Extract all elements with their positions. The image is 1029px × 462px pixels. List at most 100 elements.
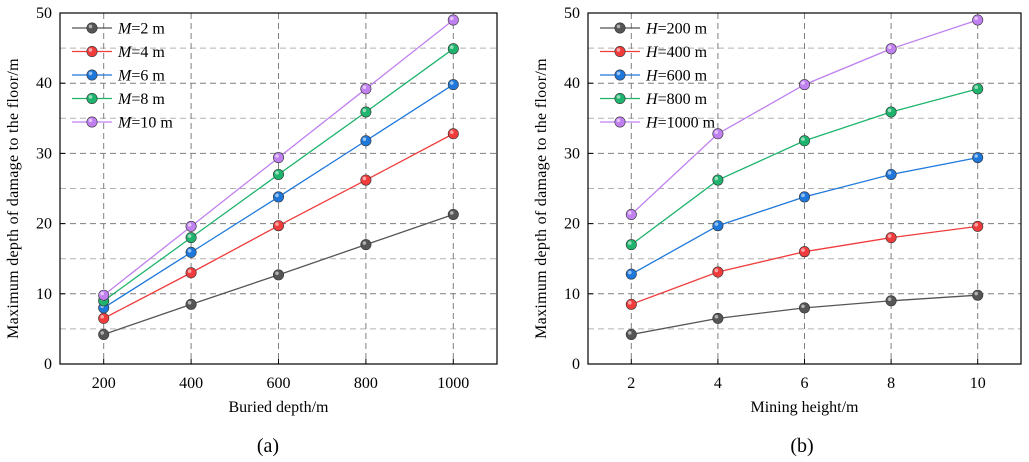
data-point [447, 128, 459, 140]
data-point [360, 83, 372, 95]
series-H200 [625, 289, 984, 341]
data-point-highlight [974, 85, 978, 90]
data-point-highlight [275, 193, 279, 198]
data-point [972, 83, 984, 95]
data-point [272, 191, 284, 203]
data-point [625, 268, 637, 280]
data-point [447, 79, 459, 91]
y-axis-title: Maximum depth of damage to the floor/m [533, 58, 550, 339]
y-tick-label: 50 [36, 5, 52, 22]
data-point-highlight [450, 16, 454, 21]
legend-marker-highlight [88, 24, 93, 29]
legend-label: H=800 m [645, 91, 708, 108]
data-point [885, 168, 897, 180]
data-point-highlight [187, 300, 192, 305]
data-point-highlight [801, 304, 805, 309]
x-tick-label: 800 [354, 375, 378, 392]
data-point [360, 135, 372, 147]
y-tick-label: 10 [36, 286, 52, 303]
data-point-highlight [450, 211, 454, 215]
data-point [185, 232, 197, 244]
legend-marker [614, 22, 626, 34]
legend-marker [86, 45, 98, 57]
legend-marker [614, 69, 626, 81]
x-tick-label: 400 [179, 375, 203, 392]
y-tick-label: 30 [36, 145, 52, 162]
data-point [185, 246, 197, 258]
x-tick-label: 200 [92, 375, 116, 392]
data-point [885, 106, 897, 118]
data-point [360, 174, 372, 186]
data-point-highlight [362, 176, 367, 181]
series-H600 [625, 152, 984, 280]
grid-lines [60, 13, 497, 364]
data-point-highlight [275, 154, 279, 158]
y-tick-label: 10 [564, 286, 580, 303]
data-point-highlight [714, 222, 719, 226]
data-point-highlight [275, 222, 279, 226]
legend-label: H=400 m [645, 44, 708, 61]
x-tick-label: 600 [267, 375, 291, 392]
data-point-highlight [100, 291, 104, 296]
legend-label: M=10 m [117, 115, 173, 132]
y-tick-label: 0 [572, 356, 580, 373]
legend-marker-highlight [88, 48, 93, 52]
data-point [185, 298, 197, 310]
legend-marker-highlight [616, 48, 621, 52]
data-point-highlight [887, 108, 892, 113]
data-point-highlight [450, 81, 454, 85]
x-tick-label: 6 [801, 375, 809, 392]
data-point-highlight [974, 16, 978, 21]
data-point [798, 79, 810, 91]
legend-marker-highlight [88, 95, 93, 99]
data-point-highlight [628, 241, 632, 245]
data-point-highlight [887, 45, 892, 50]
data-point-highlight [974, 291, 978, 296]
legend-label: M=4 m [117, 44, 165, 61]
panel-label: (a) [257, 435, 279, 457]
data-point [798, 135, 810, 147]
chart-panel-a: 0 10 20 30 40 50 200 400 600 800 1000 Buried depth/… [5, 5, 498, 457]
data-point-highlight [801, 137, 805, 141]
legend-marker [86, 116, 98, 128]
data-point-highlight [362, 137, 367, 141]
y-tick-label: 40 [36, 75, 52, 92]
x-tick-label: 1000 [437, 375, 469, 392]
series-H1000 [625, 14, 984, 220]
data-point [625, 208, 637, 220]
x-axis-title: Mining height/m [751, 399, 860, 416]
data-point-highlight [100, 331, 104, 335]
data-point [447, 208, 459, 220]
y-tick-label: 20 [36, 216, 52, 233]
data-point-highlight [450, 45, 454, 50]
y-tick-label: 40 [564, 75, 580, 92]
legend-label: M=6 m [117, 68, 165, 85]
x-tick-label: 8 [887, 375, 895, 392]
legend-marker [614, 45, 626, 57]
data-point-highlight [801, 193, 805, 198]
data-point-highlight [275, 171, 279, 175]
legend-marker-highlight [88, 118, 93, 123]
data-point [272, 220, 284, 232]
data-point [185, 220, 197, 232]
y-tick-label: 0 [44, 356, 52, 373]
data-point [625, 239, 637, 251]
data-point-highlight [887, 171, 892, 175]
data-point [98, 312, 110, 324]
panel-label: (b) [790, 435, 813, 457]
legend-label: H=600 m [645, 68, 708, 85]
data-point-highlight [628, 211, 632, 215]
data-point-highlight [362, 241, 367, 245]
data-point [360, 239, 372, 251]
legend-marker-highlight [616, 95, 621, 99]
series-H800 [625, 83, 984, 251]
legend-marker [614, 93, 626, 105]
y-tick-label: 20 [564, 216, 580, 233]
data-point-highlight [714, 130, 719, 134]
data-point [972, 14, 984, 26]
y-tick-label: 30 [564, 145, 580, 162]
data-point-highlight [714, 314, 719, 319]
data-point [798, 191, 810, 203]
legend-marker-highlight [616, 118, 621, 123]
